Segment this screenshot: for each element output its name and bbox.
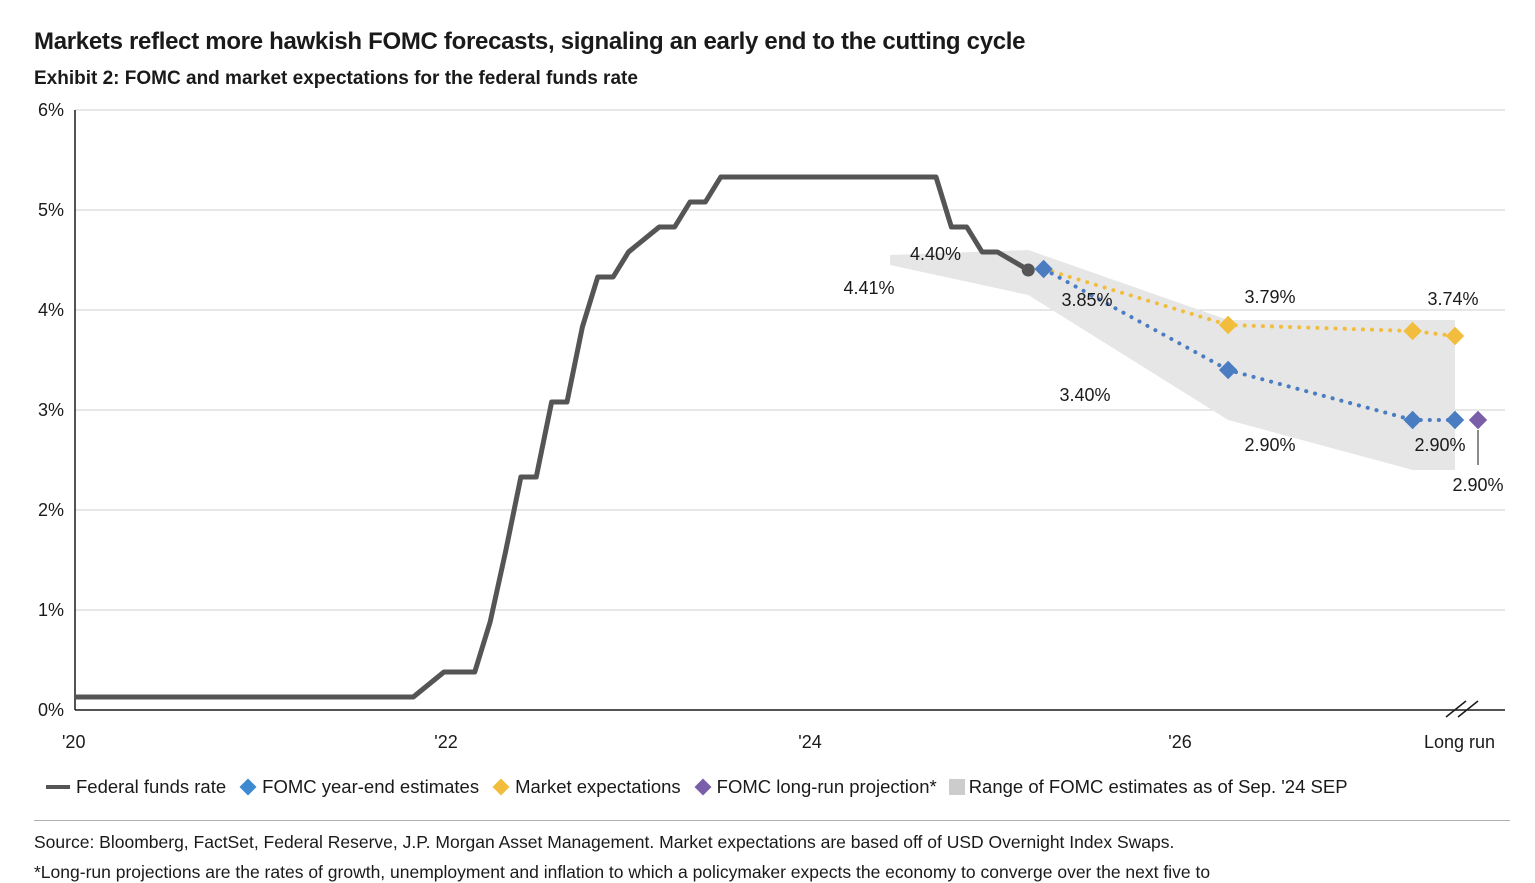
market-marker [1403,321,1422,341]
series-line-market [1041,267,1457,338]
footer-divider [34,820,1510,821]
market-marker [1445,326,1465,346]
range-band [890,250,1455,470]
legend-swatch-diamond [239,778,257,796]
legend-label: FOMC long-run projection* [716,776,937,797]
data-label-fomc: 2.90% [1414,435,1465,455]
legend-swatch-diamond [492,778,510,796]
source-note: Source: Bloomberg, FactSet, Federal Rese… [34,832,1175,852]
data-label-market: 3.74% [1427,289,1478,309]
series-line-fed-funds [75,174,1030,700]
y-tick-label: 4% [38,300,64,320]
y-tick-label: 1% [38,600,64,620]
y-tick-label: 3% [38,400,64,420]
legend-item-fomc: FOMC year-end estimates [238,776,479,798]
chart-subtitle: Exhibit 2: FOMC and market expectations … [34,68,638,89]
legend-item-longrun: FOMC long-run projection* [693,776,937,798]
fomc-marker [1034,259,1053,279]
x-tick-label: Long run [1424,732,1495,752]
legend-swatch-box [948,779,965,795]
axis-break-mark [1457,700,1479,718]
y-tick-label: 6% [38,100,64,120]
legend-swatch-line [46,785,70,789]
x-tick-label: '24 [798,732,821,752]
legend-swatch-diamond [694,778,712,796]
data-label-fomc: 3.40% [1059,385,1110,405]
fomc-marker [1445,410,1465,430]
legend-label: Market expectations [515,776,681,797]
data-label-market: 3.85% [1061,290,1112,310]
data-label-fomc: 2.90% [1244,435,1295,455]
x-tick-label: '20 [62,732,85,752]
longrun-marker [1468,410,1488,430]
legend-item-market: Market expectations [491,776,681,798]
legend-item-fed-funds: Federal funds rate [46,776,226,798]
y-tick-label: 5% [38,200,64,220]
data-label-market: 3.79% [1244,287,1295,307]
market-marker [1218,315,1238,335]
y-tick-label: 0% [38,700,64,720]
legend: Federal funds rate FOMC year-end estimat… [46,776,1360,798]
chart-area: 0% 1% 2% 3% 4% 5% 6% '20 '22 '24 '26 Long run 4.40% 4… [38,100,1505,752]
chart-title: Markets reflect more hawkish FOMC foreca… [34,28,1026,55]
data-label-fomc: 4.41% [843,278,894,298]
fomc-marker [1218,360,1238,380]
legend-label: Federal funds rate [76,776,227,797]
y-tick-label: 2% [38,500,64,520]
fomc-marker [1403,410,1422,430]
data-label-fed-funds: 4.40% [910,244,961,264]
x-tick-label: '22 [434,732,457,752]
data-label-longrun: 2.90% [1452,475,1503,495]
legend-label: FOMC year-end estimates [262,776,480,797]
footnote: *Long-run projections are the rates of g… [34,862,1211,882]
axis-break-mark [1445,700,1467,718]
legend-item-range: Range of FOMC estimates as of Sep. '24 S… [948,776,1348,798]
x-tick-label: '26 [1168,732,1191,752]
legend-label: Range of FOMC estimates as of Sep. '24 S… [968,776,1348,797]
fed-funds-endpoint [1021,263,1035,277]
